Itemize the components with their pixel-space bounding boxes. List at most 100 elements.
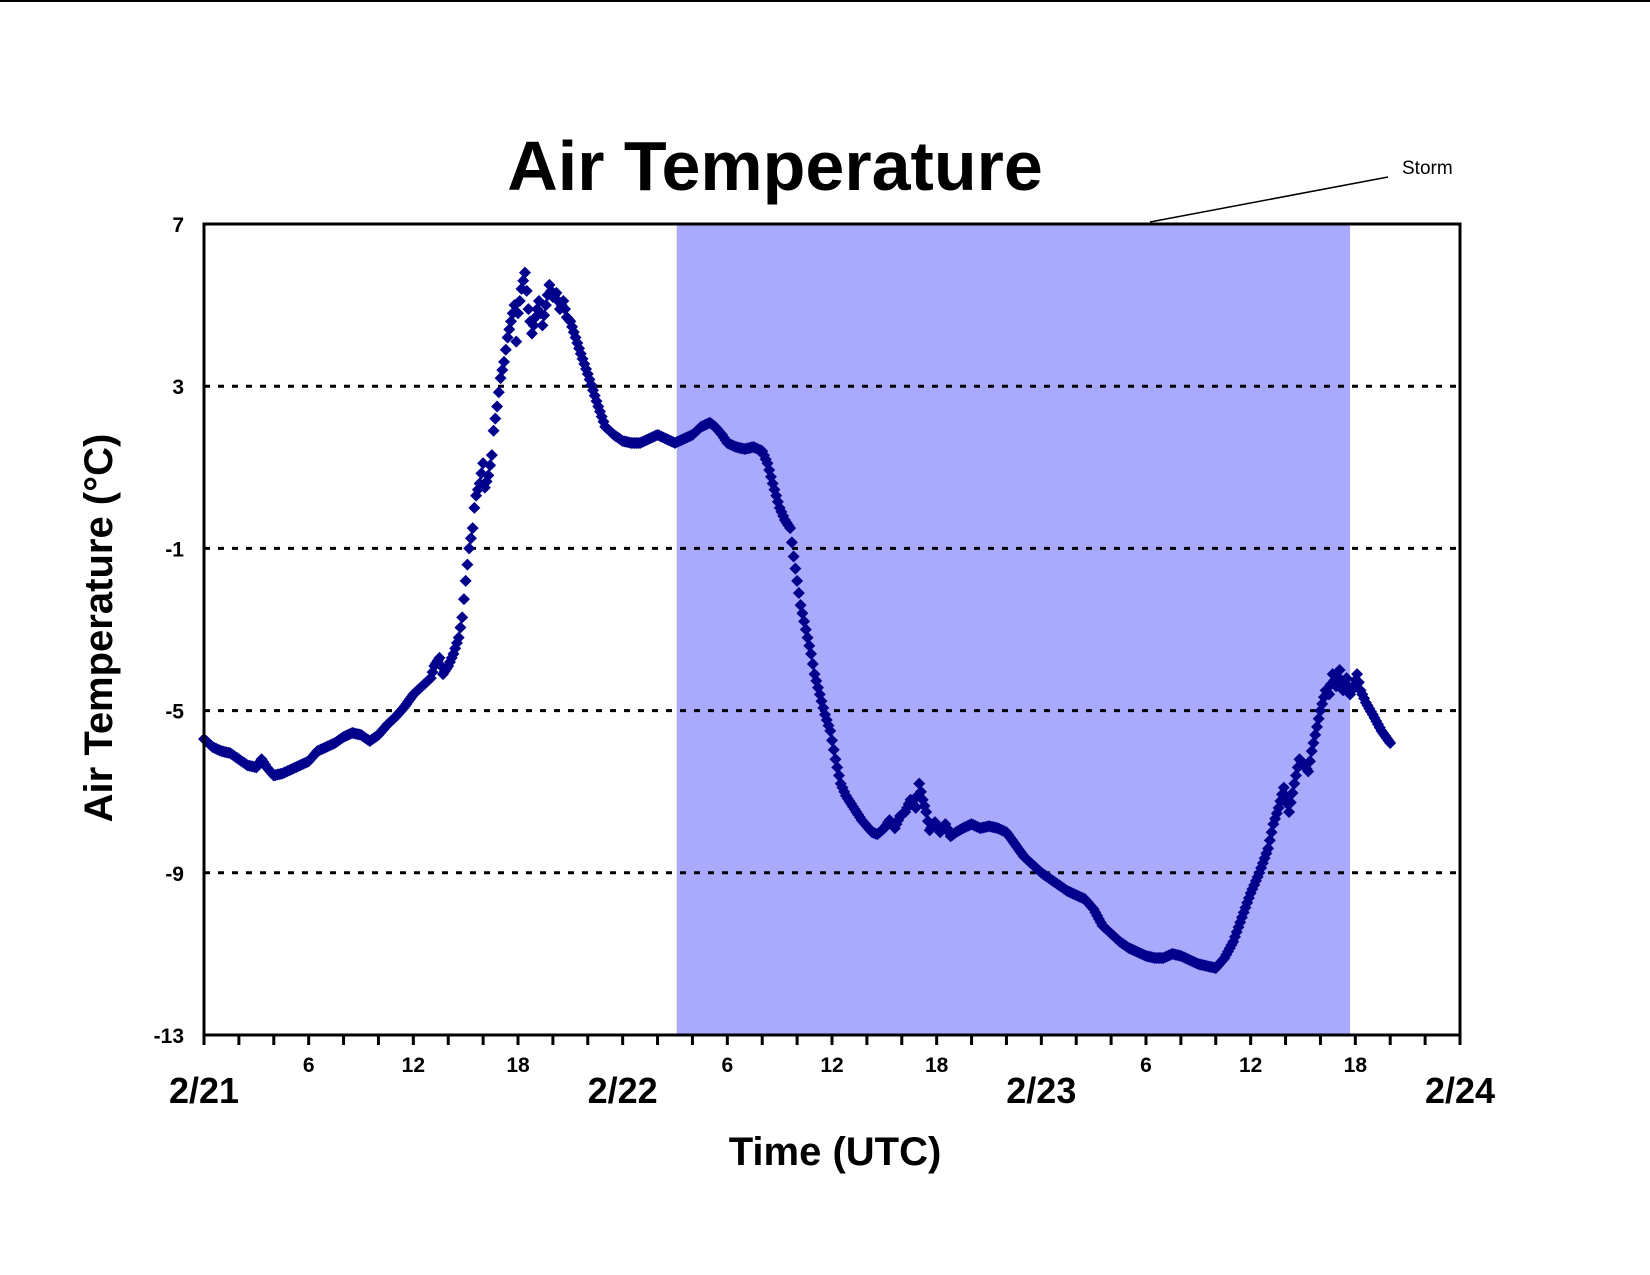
data-point	[1351, 668, 1364, 681]
data-point	[527, 319, 540, 332]
data-point	[806, 657, 819, 670]
y-tick-label: -5	[165, 701, 184, 724]
y-axis-tick-labels: 7 3 -1 -5 -9 -13	[154, 214, 185, 1048]
data-point	[1340, 672, 1353, 685]
data-point	[496, 363, 509, 376]
data-point	[433, 651, 446, 664]
data-point	[1333, 664, 1346, 677]
x-day-label: 2/22	[588, 1070, 658, 1111]
data-point	[513, 295, 526, 308]
data-point	[791, 574, 804, 587]
data-point	[525, 327, 538, 340]
data-point	[491, 400, 504, 413]
y-tick-label: 7	[172, 214, 184, 237]
data-point	[461, 558, 474, 571]
data-point	[499, 343, 512, 356]
data-point	[1290, 769, 1303, 782]
x-hour-label: 18	[506, 1054, 530, 1077]
data-point	[464, 532, 477, 545]
data-point	[498, 355, 511, 368]
data-point	[517, 274, 530, 287]
data-point	[1284, 796, 1297, 809]
storm-annotation: Storm	[1402, 158, 1453, 179]
data-point	[909, 801, 922, 814]
data-point	[824, 724, 837, 737]
data-point	[792, 587, 805, 600]
data-point	[805, 647, 818, 660]
top-border-line	[0, 0, 1650, 2]
x-axis-tick-labels: 6 12 18 6 12 18 6 12 18 2/21 2/22 2/23 2/24	[169, 1054, 1495, 1111]
data-point	[831, 761, 844, 774]
y-tick-label: -1	[165, 538, 184, 561]
y-axis-title: Air Temperature (°C)	[77, 434, 121, 823]
data-point	[489, 412, 502, 425]
data-point	[487, 424, 500, 437]
data-point	[799, 623, 812, 636]
data-point	[801, 631, 814, 644]
data-point	[518, 266, 531, 279]
data-point	[494, 372, 507, 385]
data-point	[550, 286, 563, 299]
data-point	[1312, 712, 1325, 725]
x-hour-label: 6	[1140, 1054, 1152, 1077]
data-point	[512, 307, 524, 320]
data-point	[1307, 737, 1320, 750]
data-point	[1288, 777, 1301, 790]
data-point	[468, 501, 481, 514]
data-point	[789, 562, 802, 575]
x-day-label: 2/21	[169, 1070, 239, 1111]
data-point	[1286, 787, 1299, 800]
storm-shaded-region	[676, 224, 1351, 1035]
y-tick-label: 3	[172, 376, 184, 399]
data-point	[484, 459, 497, 472]
data-point	[1283, 805, 1296, 818]
data-point	[796, 607, 809, 620]
x-hour-label: 6	[721, 1054, 733, 1077]
data-point	[454, 621, 467, 634]
data-point	[505, 315, 518, 328]
chart-title: Air Temperature	[507, 127, 1043, 205]
x-hour-label: 12	[820, 1054, 843, 1077]
data-point	[539, 299, 552, 312]
data-point	[1262, 842, 1275, 855]
data-point	[826, 734, 838, 747]
x-hour-label: 18	[1344, 1054, 1368, 1077]
storm-annotation-leader	[1149, 176, 1389, 223]
data-point	[785, 536, 798, 549]
data-point	[1352, 676, 1365, 689]
x-axis-ticks	[202, 1035, 1462, 1045]
x-hour-label: 12	[1239, 1054, 1262, 1077]
data-point	[803, 639, 816, 652]
data-point	[559, 303, 572, 316]
data-point	[914, 785, 927, 798]
data-point	[459, 574, 472, 587]
data-point	[482, 469, 495, 482]
y-tick-label: -9	[165, 863, 184, 886]
data-point	[1277, 781, 1290, 794]
data-point	[1302, 765, 1315, 778]
data-point	[832, 769, 845, 782]
data-point	[1309, 728, 1322, 741]
data-point	[485, 449, 498, 462]
data-point	[784, 522, 797, 535]
y-tick-label: -13	[154, 1025, 184, 1048]
x-day-label: 2/24	[1425, 1070, 1495, 1111]
data-point	[536, 319, 549, 332]
data-point	[520, 284, 533, 297]
data-point	[456, 611, 469, 624]
data-point	[1303, 755, 1316, 768]
data-point	[798, 615, 811, 628]
data-point	[1323, 688, 1336, 701]
data-point	[1310, 720, 1323, 733]
data-point	[920, 805, 933, 818]
data-point	[452, 631, 465, 644]
data-point	[457, 593, 470, 606]
data-point	[1263, 834, 1276, 847]
data-point	[522, 303, 535, 316]
data-point	[1305, 745, 1318, 758]
temperature-markers	[198, 266, 1397, 975]
x-hour-label: 18	[925, 1054, 949, 1077]
x-hour-label: 12	[402, 1054, 425, 1077]
data-point	[510, 335, 523, 348]
